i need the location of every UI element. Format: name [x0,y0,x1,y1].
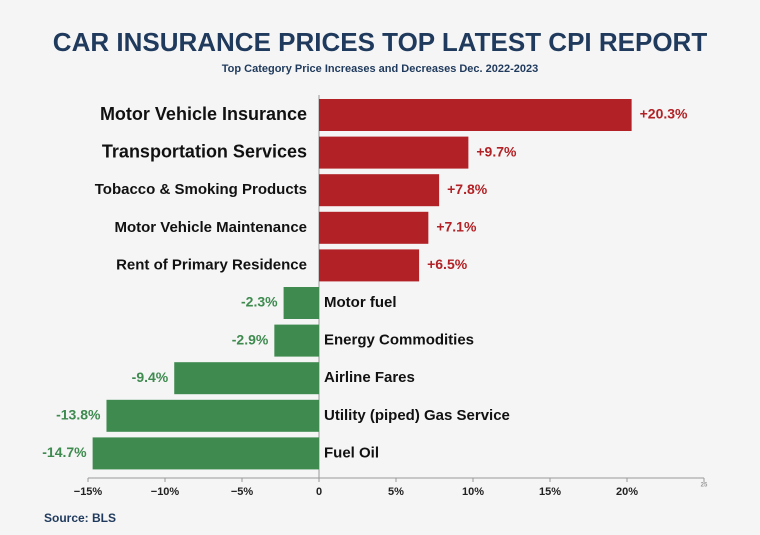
value-label: +20.3% [640,106,688,122]
bar [106,399,319,432]
value-label: +6.5% [427,256,468,272]
value-label: +9.7% [476,143,517,159]
value-label: -9.4% [132,369,169,385]
x-tick-label: 20% [616,486,638,498]
value-label: +7.8% [447,181,488,197]
x-tick-label: 0 [316,486,322,498]
x-tick-label: 25 [701,483,708,489]
category-label: Motor Vehicle Maintenance [114,219,307,236]
category-label: Energy Commodities [324,332,474,349]
category-label: Transportation Services [102,141,307,161]
x-tick-label: 10% [462,486,484,498]
bar [319,136,469,169]
bar [274,324,319,357]
x-tick-label: 5% [388,486,404,498]
x-tick-label: 15% [539,486,561,498]
category-label: Rent of Primary Residence [116,256,307,273]
value-label: -2.3% [241,294,278,310]
chart-subtitle: Top Category Price Increases and Decreas… [222,63,539,75]
category-label: Utility (piped) Gas Service [324,407,510,424]
bar [174,362,319,395]
value-label: -14.7% [42,444,87,460]
category-label: Airline Fares [324,369,415,386]
category-label: Tobacco & Smoking Products [95,181,307,198]
bar [319,211,429,244]
bar [319,249,420,282]
x-tick-label: −15% [74,486,103,498]
category-label: Fuel Oil [324,444,379,461]
x-tick-label: −5% [231,486,254,498]
bar [283,287,319,319]
bar [319,174,440,207]
value-label: +7.1% [436,219,477,235]
x-tick-label: −10% [151,486,180,498]
bar [319,99,632,131]
bar [92,437,320,470]
value-label: -2.9% [232,331,269,347]
category-label: Motor Vehicle Insurance [100,104,307,124]
value-label: -13.8% [56,407,101,423]
source: Source: BLS [44,511,116,525]
chart-title: CAR INSURANCE PRICES TOP LATEST CPI REPO… [53,27,708,57]
category-label: Motor fuel [324,294,397,311]
